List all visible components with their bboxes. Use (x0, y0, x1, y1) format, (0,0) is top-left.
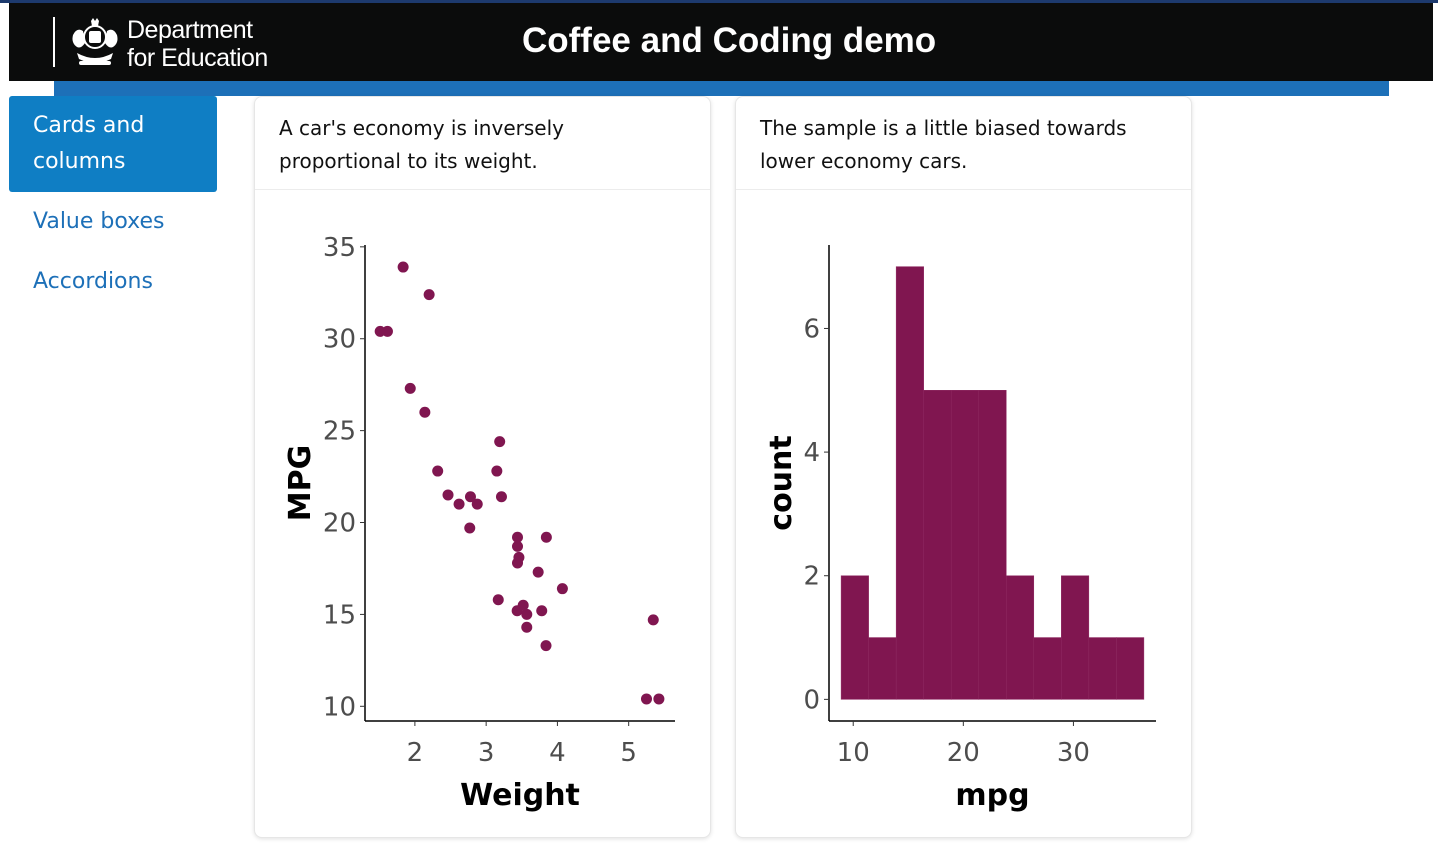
y-tick-label: 25 (323, 417, 356, 447)
data-point (512, 557, 524, 569)
data-point (432, 465, 444, 477)
data-point (647, 614, 659, 626)
card-title: A car's economy is inversely proportiona… (255, 97, 710, 190)
x-tick-label: 4 (549, 738, 566, 768)
x-tick-label: 20 (947, 738, 980, 768)
data-point (419, 406, 431, 418)
data-point (556, 583, 568, 595)
data-point (511, 605, 523, 617)
top-rule (0, 0, 1438, 3)
y-tick-label: 6 (803, 314, 820, 344)
y-tick-label: 2 (803, 562, 820, 592)
histogram-bar (1061, 575, 1090, 700)
data-point (540, 531, 552, 543)
histogram-bar (923, 390, 952, 700)
y-tick-label: 35 (323, 233, 356, 263)
data-point (442, 489, 454, 501)
y-axis-title: count (764, 435, 799, 530)
data-point (453, 498, 465, 510)
x-tick-label: 2 (407, 738, 424, 768)
card-title: The sample is a little biased towards lo… (736, 97, 1191, 190)
logo-line1: Department (127, 16, 253, 44)
scatter-chart: 10 15 20 25 30 35 2 3 4 5 Weight MPG (283, 233, 675, 813)
data-point (653, 693, 665, 705)
histogram-bar (1088, 637, 1117, 700)
data-point (512, 540, 524, 552)
histogram-bar (1033, 637, 1062, 700)
department-logo-text[interactable]: Department for Education (127, 16, 268, 72)
app-title: Coffee and Coding demo (522, 21, 937, 60)
data-point (397, 261, 409, 273)
x-tick-label: 3 (478, 738, 495, 768)
data-point (495, 491, 507, 503)
y-axis-title: MPG (283, 445, 318, 521)
header-accent-strip (54, 81, 1389, 96)
histogram-bar (1006, 575, 1035, 700)
logo-divider (53, 17, 55, 67)
nav-item-cards-and-columns[interactable]: Cards and columns (9, 96, 217, 192)
card-body: 0 2 4 6 10 20 30 mpg count (736, 189, 1191, 837)
sidebar-nav: Cards and columns Value boxes Accordions (9, 96, 217, 312)
data-point (521, 621, 533, 633)
data-point (404, 382, 416, 394)
data-point (464, 491, 476, 503)
nav-item-value-boxes[interactable]: Value boxes (33, 209, 165, 234)
x-tick-label: 5 (620, 738, 637, 768)
data-point (512, 531, 524, 543)
histogram-chart: 0 2 4 6 10 20 30 mpg count (764, 245, 1156, 813)
data-point (374, 325, 386, 337)
data-point (423, 289, 435, 301)
data-point (536, 605, 548, 617)
data-point (471, 498, 483, 510)
histogram-bar (840, 575, 869, 700)
data-point (640, 693, 652, 705)
card-body: 10 15 20 25 30 35 2 3 4 5 Weight MPG (255, 189, 710, 837)
data-point (540, 640, 552, 652)
x-tick-label: 30 (1057, 738, 1090, 768)
y-tick-label: 30 (323, 325, 356, 355)
y-tick-label: 0 (803, 685, 820, 715)
histogram-bar (868, 637, 897, 700)
histogram-bar (1116, 637, 1145, 700)
royal-crest-icon (72, 18, 118, 65)
app-header: Department for Education Coffee and Codi… (9, 3, 1433, 81)
x-tick-label: 10 (837, 738, 870, 768)
card-weight-scatter: A car's economy is inversely proportiona… (254, 96, 711, 838)
x-axis-title: Weight (460, 778, 580, 813)
x-axis-title: mpg (955, 778, 1029, 813)
data-point (494, 436, 506, 448)
y-tick-label: 15 (323, 600, 356, 630)
data-point (491, 465, 503, 477)
data-point (532, 566, 544, 578)
card-mpg-histogram: The sample is a little biased towards lo… (735, 96, 1192, 838)
data-point (464, 522, 476, 534)
data-point (521, 608, 533, 620)
y-tick-label: 10 (323, 692, 356, 722)
histogram-bar (895, 266, 924, 700)
y-tick-label: 20 (323, 509, 356, 539)
logo-line2: for Education (127, 44, 268, 72)
data-point (492, 594, 504, 606)
histogram-bar (950, 390, 979, 700)
nav-item-accordions[interactable]: Accordions (33, 269, 153, 294)
histogram-bar (978, 390, 1007, 700)
y-tick-label: 4 (803, 438, 820, 468)
